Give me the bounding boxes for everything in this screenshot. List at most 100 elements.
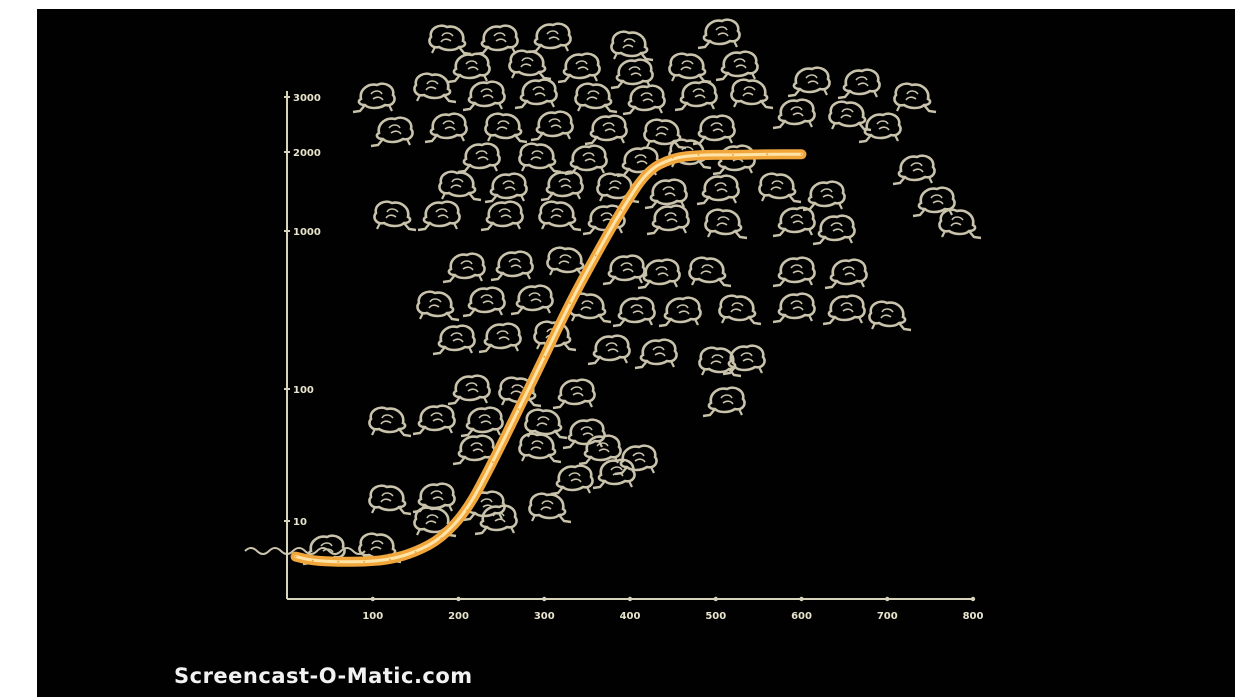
figure-icon (539, 170, 584, 202)
figure-icon (518, 142, 563, 174)
wavy-line (244, 547, 366, 555)
figure-icon (891, 154, 936, 186)
figure-icon (428, 24, 473, 56)
figure-icon (416, 290, 461, 322)
figure-icon (668, 52, 713, 84)
figure-icon (691, 114, 736, 146)
figure-icon (556, 52, 601, 84)
figure-icon (701, 386, 746, 418)
figure-icon (474, 24, 519, 56)
x-tick-label: 800 (963, 611, 984, 622)
curve-point (594, 254, 597, 257)
curve-point (337, 560, 340, 563)
figure-icon (551, 378, 596, 410)
figure-icon (411, 404, 456, 436)
curve-point (646, 169, 649, 172)
curve-point (800, 153, 803, 156)
x-tick-mark (542, 596, 547, 602)
x-tick-label: 400 (620, 611, 641, 622)
y-tick-label: 1000 (293, 227, 321, 238)
figure-icon (431, 324, 476, 356)
figure-icon (911, 186, 956, 218)
figure-icon (529, 110, 574, 142)
curve-point (766, 153, 769, 156)
x-tick-label: 300 (534, 611, 555, 622)
curve-point (363, 560, 366, 563)
figure-icon (657, 296, 702, 328)
figure-icon (645, 204, 690, 236)
figure-icon (643, 178, 688, 210)
figure-icon (583, 114, 628, 146)
figure-icon (786, 66, 831, 98)
figure-icon (718, 294, 763, 326)
figure-icon (483, 172, 528, 204)
figure-icon (714, 50, 759, 82)
growth-chart: 100 200 300 400 500 600 700 800 10 100 1000 2000 300… (244, 18, 984, 622)
figure-icon (351, 82, 396, 114)
figure-icon (518, 432, 563, 464)
figure-icon (373, 200, 418, 232)
figure-icon (416, 200, 461, 232)
figure-icon (473, 504, 518, 536)
figure-icon (591, 458, 636, 490)
figure-icon (563, 144, 608, 176)
curve-point (517, 408, 520, 411)
figure-icon (513, 78, 558, 110)
figure-icon (446, 374, 491, 406)
figure-icon (811, 214, 856, 246)
x-tick-label: 200 (448, 611, 469, 622)
figure-icon (611, 296, 656, 328)
x-tick-label: 100 (362, 611, 383, 622)
x-tick-label: 600 (791, 611, 812, 622)
figure-icon (771, 98, 816, 130)
curve-point (671, 156, 674, 159)
curve-point (311, 559, 314, 562)
figure-icon (633, 338, 678, 370)
figure-icon (459, 406, 504, 438)
figure-icon (771, 292, 816, 324)
watermark-text: Screencast-O-Matic.com (174, 664, 473, 688)
figure-icon (730, 78, 775, 110)
curve-point (569, 302, 571, 304)
figure-icon (538, 200, 583, 232)
figure-icon (609, 58, 654, 90)
figure-icon (673, 80, 718, 112)
figure-icon (574, 82, 619, 114)
figure-icon (828, 100, 873, 132)
figure-icon (771, 206, 816, 238)
figure-icon (438, 170, 483, 202)
figure-icon (484, 112, 529, 144)
figure-icon (456, 142, 501, 174)
figure-icon (461, 286, 506, 318)
curve-point (620, 209, 623, 212)
curve-point (731, 153, 734, 156)
figure-icon (893, 82, 938, 114)
y-tick-label: 3000 (293, 93, 321, 104)
figure-icon (423, 112, 468, 144)
figure-icon (477, 322, 522, 354)
y-tick-label: 10 (293, 517, 307, 528)
figure-icon (489, 250, 534, 282)
figure-icon (801, 180, 846, 212)
curve-point (697, 153, 700, 156)
figure-icon (836, 68, 881, 100)
figure-icon (413, 72, 458, 104)
curve-point (294, 555, 297, 558)
curve-point (543, 355, 546, 358)
x-tick-mark (713, 596, 718, 602)
figure-icon (643, 118, 688, 150)
figure-icon (508, 49, 553, 81)
decorative-figures (244, 18, 983, 566)
curve-point (388, 558, 391, 561)
figure-icon (446, 52, 491, 84)
figure-icon (695, 174, 740, 206)
figure-icon (938, 208, 983, 240)
x-tick-mark (370, 596, 375, 602)
figure-icon (528, 492, 573, 524)
video-frame: 100 200 300 400 500 600 700 800 10 100 1000 2000 300… (37, 9, 1235, 697)
figure-icon (621, 84, 666, 116)
figure-icon (586, 334, 631, 366)
figure-icon (509, 284, 554, 316)
figure-icon (461, 80, 506, 112)
x-tick-mark (456, 596, 461, 602)
